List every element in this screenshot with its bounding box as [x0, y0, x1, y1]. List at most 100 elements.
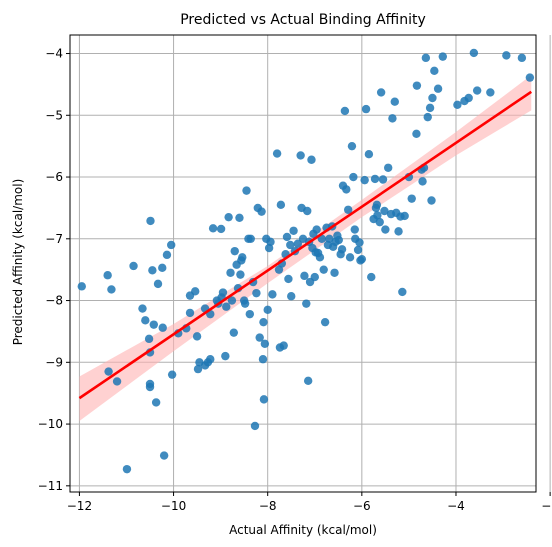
- data-point: [242, 186, 251, 195]
- y-tick-label: −9: [45, 355, 63, 369]
- confidence-band-area: [79, 75, 532, 421]
- data-point: [303, 376, 313, 386]
- y-tick-label: −8: [45, 294, 63, 308]
- data-point: [296, 151, 305, 160]
- data-point: [240, 299, 250, 308]
- data-point: [373, 211, 382, 220]
- data-point: [222, 302, 231, 311]
- regression-line: [78, 90, 533, 400]
- data-point: [307, 155, 316, 164]
- data-point: [464, 93, 473, 103]
- plot-frame: [69, 34, 537, 493]
- data-point: [367, 272, 376, 282]
- data-point: [400, 211, 409, 221]
- y-tick-label: −5: [45, 108, 63, 122]
- data-point: [282, 232, 292, 242]
- data-point: [412, 81, 422, 90]
- x-tick-label: −2: [541, 499, 552, 513]
- data-point: [192, 332, 202, 341]
- data-point: [159, 451, 169, 460]
- data-point: [345, 253, 355, 262]
- data-point: [148, 266, 157, 275]
- data-point: [433, 84, 443, 93]
- data-point: [372, 200, 382, 210]
- data-point: [149, 320, 158, 329]
- data-point: [423, 112, 432, 122]
- data-point: [167, 370, 177, 379]
- data-point: [162, 250, 172, 260]
- data-point: [238, 253, 247, 262]
- data-point: [453, 100, 462, 109]
- data-point: [151, 398, 161, 407]
- data-point: [310, 272, 319, 282]
- data-point: [103, 271, 112, 280]
- data-point: [421, 53, 431, 63]
- data-point: [260, 339, 270, 348]
- data-point: [208, 224, 218, 233]
- x-tick-label: −10: [161, 499, 186, 513]
- data-point: [438, 52, 447, 61]
- data-point: [340, 106, 350, 116]
- data-point: [380, 206, 389, 216]
- data-point: [158, 263, 167, 273]
- data-point: [486, 88, 495, 97]
- data-point: [342, 185, 351, 194]
- data-point: [221, 351, 230, 361]
- x-tick-label: −8: [259, 499, 277, 513]
- data-point: [364, 149, 374, 159]
- data-point: [319, 265, 328, 274]
- data-point: [315, 253, 325, 262]
- fit-line: [78, 90, 533, 400]
- data-point: [383, 163, 393, 172]
- data-point: [235, 213, 244, 222]
- y-axis-title: Predicted Affinity (kcal/mol): [11, 179, 25, 346]
- data-point: [376, 88, 386, 97]
- data-point: [250, 421, 260, 431]
- data-point: [263, 305, 272, 315]
- data-point: [191, 287, 200, 296]
- data-point: [517, 53, 527, 63]
- data-point: [381, 225, 390, 234]
- data-point: [185, 308, 195, 318]
- data-point: [287, 292, 296, 301]
- y-tick-label: −4: [45, 47, 63, 61]
- data-point: [300, 271, 309, 281]
- x-tick-label: −12: [67, 499, 92, 513]
- data-point: [218, 288, 228, 297]
- data-point: [370, 174, 380, 184]
- confidence-band: [79, 75, 532, 421]
- data-point: [350, 225, 359, 234]
- data-point: [246, 234, 255, 243]
- data-point: [107, 285, 116, 294]
- y-tick-label: −6: [45, 170, 63, 184]
- y-axis-ticks: −11 −10 −9 −8 −7 −6 −5 −4: [38, 47, 70, 493]
- data-point: [378, 175, 388, 184]
- data-point: [272, 149, 282, 158]
- data-point: [320, 317, 330, 327]
- data-point: [430, 66, 439, 76]
- data-point: [167, 240, 176, 250]
- data-point: [355, 238, 364, 247]
- data-point: [229, 328, 239, 337]
- data-point: [153, 279, 163, 289]
- data-point: [122, 464, 132, 474]
- data-point: [266, 237, 275, 247]
- data-point: [357, 254, 367, 264]
- data-point: [388, 114, 397, 123]
- data-point: [334, 235, 343, 245]
- data-point: [375, 217, 384, 227]
- data-point: [77, 282, 86, 291]
- data-point: [286, 240, 295, 250]
- data-point: [158, 323, 167, 332]
- data-point: [347, 141, 357, 151]
- y-tick-label: −10: [38, 417, 63, 431]
- y-tick-label: −11: [38, 479, 63, 493]
- data-point: [428, 93, 437, 103]
- data-point: [206, 355, 215, 364]
- data-point: [146, 216, 155, 226]
- data-point: [144, 334, 154, 344]
- data-point: [330, 268, 339, 277]
- data-point: [472, 86, 482, 95]
- data-point: [276, 200, 286, 210]
- data-point: [230, 246, 239, 256]
